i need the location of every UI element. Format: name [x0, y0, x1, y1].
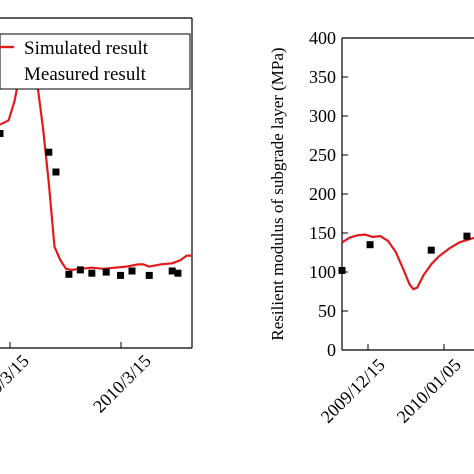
right-y-tick-label: 100 [309, 262, 336, 282]
right-y-tick-label: 200 [309, 184, 336, 204]
left-measured-point [128, 267, 136, 275]
panel-left-chart: Simulated result Measured result 2009/3/15… [0, 17, 193, 417]
right-x-tick-label: 2010/01/05 [393, 355, 465, 427]
right-y-tick-label: 400 [309, 28, 336, 48]
left-measured-point [102, 268, 110, 276]
left-measured-point [52, 168, 60, 176]
right-y-tick-label: 50 [318, 301, 336, 321]
left-measured-point [117, 271, 125, 279]
right-y-tick-label: 250 [309, 145, 336, 165]
left-measured-point [168, 267, 176, 275]
left-x-tick-label: 2010/3/15 [89, 351, 155, 417]
right-y-tick-label: 350 [309, 67, 336, 87]
left-measured-point [88, 269, 96, 277]
right-measured-point [463, 232, 471, 240]
right-simulated-line [341, 233, 474, 291]
right-measured-point [338, 266, 346, 274]
right-x-tick-label: 2009/12/15 [317, 355, 389, 427]
legend-box [0, 33, 191, 90]
panel-right-chart: 0 50 100 150 200 250 300 350 400 Resilient modulu… [268, 28, 474, 427]
right-y-tick-label: 300 [309, 106, 336, 126]
left-x-tick-label: 2009/3/15 [0, 351, 33, 417]
right-y-tick-label: 0 [327, 340, 336, 360]
right-measured-point [366, 241, 374, 249]
left-measured-point [65, 270, 73, 278]
left-measured-point [0, 130, 4, 137]
left-measured-point [145, 271, 153, 279]
right-y-tick-label: 150 [309, 223, 336, 243]
left-measured-point [174, 269, 182, 277]
right-measured-point [427, 246, 435, 254]
right-y-axis-label: Resilient modulus of subgrade layer (MPa… [268, 47, 287, 340]
left-measured-point [45, 148, 53, 156]
legend-label-measured: Measured result [24, 64, 147, 85]
left-measured-point [76, 266, 84, 274]
legend-label-simulated: Simulated result [24, 38, 149, 59]
